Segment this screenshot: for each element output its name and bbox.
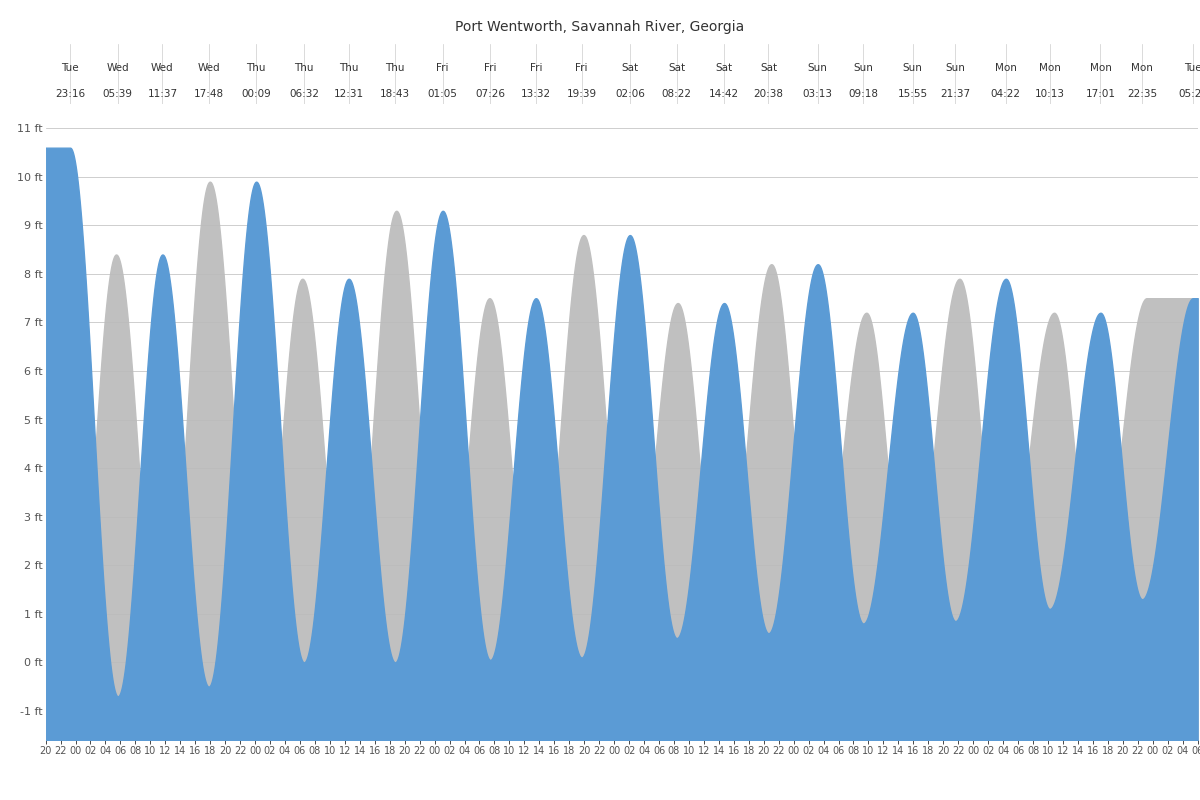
- Text: 10:13: 10:13: [1034, 90, 1064, 99]
- Text: 05:39: 05:39: [103, 90, 133, 99]
- Text: 21:37: 21:37: [941, 90, 971, 99]
- Text: 00:09: 00:09: [241, 90, 271, 99]
- Text: Sun: Sun: [808, 63, 828, 73]
- Text: Tue: Tue: [61, 63, 79, 73]
- Text: 13:32: 13:32: [521, 90, 551, 99]
- Text: 22:35: 22:35: [1127, 90, 1157, 99]
- Text: Sat: Sat: [760, 63, 778, 73]
- Text: Thu: Thu: [385, 63, 404, 73]
- Text: Sun: Sun: [853, 63, 874, 73]
- Text: Wed: Wed: [151, 63, 174, 73]
- Text: 01:05: 01:05: [427, 90, 457, 99]
- Text: Wed: Wed: [197, 63, 220, 73]
- Text: Mon: Mon: [995, 63, 1016, 73]
- Text: Sun: Sun: [946, 63, 965, 73]
- Text: Sun: Sun: [902, 63, 923, 73]
- Text: Fri: Fri: [437, 63, 449, 73]
- Text: Sat: Sat: [668, 63, 685, 73]
- Text: Tue: Tue: [1184, 63, 1200, 73]
- Text: 23:16: 23:16: [55, 90, 85, 99]
- Text: 05:23: 05:23: [1178, 90, 1200, 99]
- Text: Mon: Mon: [1090, 63, 1111, 73]
- Text: Fri: Fri: [484, 63, 497, 73]
- Text: 03:13: 03:13: [803, 90, 833, 99]
- Text: Sat: Sat: [622, 63, 638, 73]
- Text: 04:22: 04:22: [991, 90, 1021, 99]
- Text: Mon: Mon: [1132, 63, 1153, 73]
- Text: 19:39: 19:39: [566, 90, 596, 99]
- Text: 11:37: 11:37: [148, 90, 178, 99]
- Text: Wed: Wed: [107, 63, 130, 73]
- Text: Sat: Sat: [715, 63, 733, 73]
- Text: Fri: Fri: [529, 63, 542, 73]
- Text: 08:22: 08:22: [661, 90, 691, 99]
- Text: Thu: Thu: [294, 63, 313, 73]
- Text: 12:31: 12:31: [334, 90, 364, 99]
- Text: Thu: Thu: [338, 63, 359, 73]
- Text: 15:55: 15:55: [898, 90, 928, 99]
- Text: 02:06: 02:06: [614, 90, 644, 99]
- Text: 20:38: 20:38: [754, 90, 784, 99]
- Text: Thu: Thu: [246, 63, 266, 73]
- Text: 07:26: 07:26: [475, 90, 505, 99]
- Text: 14:42: 14:42: [709, 90, 739, 99]
- Text: Port Wentworth, Savannah River, Georgia: Port Wentworth, Savannah River, Georgia: [455, 20, 745, 34]
- Text: Mon: Mon: [1039, 63, 1061, 73]
- Text: 06:32: 06:32: [289, 90, 319, 99]
- Text: 17:48: 17:48: [193, 90, 223, 99]
- Text: Fri: Fri: [575, 63, 588, 73]
- Text: 17:01: 17:01: [1086, 90, 1116, 99]
- Text: 09:18: 09:18: [848, 90, 878, 99]
- Text: 18:43: 18:43: [380, 90, 410, 99]
